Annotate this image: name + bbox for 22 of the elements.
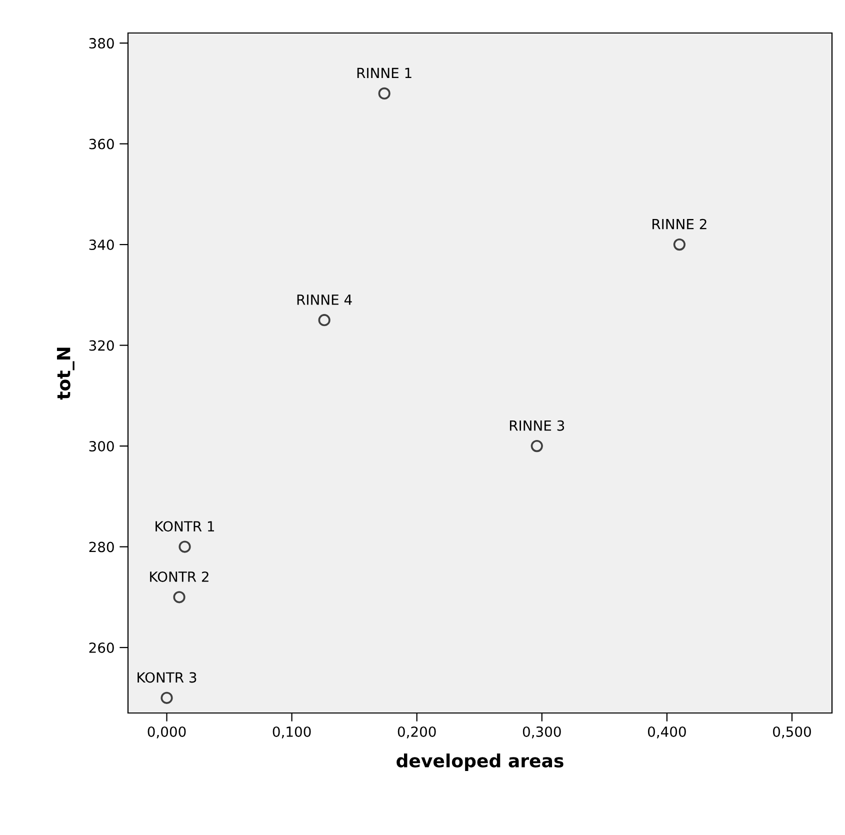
x-tick-label: 0,200 [398, 726, 436, 738]
x-tick-label: 0,000 [148, 726, 186, 738]
x-tick-label: 0,400 [648, 726, 686, 738]
y-axis-title: tot_N [56, 348, 74, 400]
x-tick-label: 0,300 [522, 726, 561, 738]
annotation: RINNE 2 [652, 218, 706, 230]
y-tick-label: 280 [89, 542, 114, 552]
y-tick-label: 380 [89, 38, 114, 49]
y-tick-label: 360 [89, 138, 114, 150]
x-tick-label: 0,500 [773, 726, 811, 738]
annotation: KONTR 3 [138, 672, 196, 683]
annotation: RINNE 3 [510, 420, 564, 431]
annotation: RINNE 4 [297, 294, 352, 305]
annotation: KONTR 2 [150, 571, 208, 582]
y-tick-label: 260 [89, 642, 114, 653]
x-tick-label: 0,100 [272, 726, 311, 738]
x-axis-title: developed areas [396, 754, 564, 771]
y-tick-label: 320 [89, 340, 114, 351]
y-tick-label: 300 [89, 441, 114, 452]
y-tick-label: 340 [89, 240, 114, 250]
annotation: KONTR 1 [156, 521, 214, 532]
annotation: RINNE 1 [357, 68, 412, 78]
